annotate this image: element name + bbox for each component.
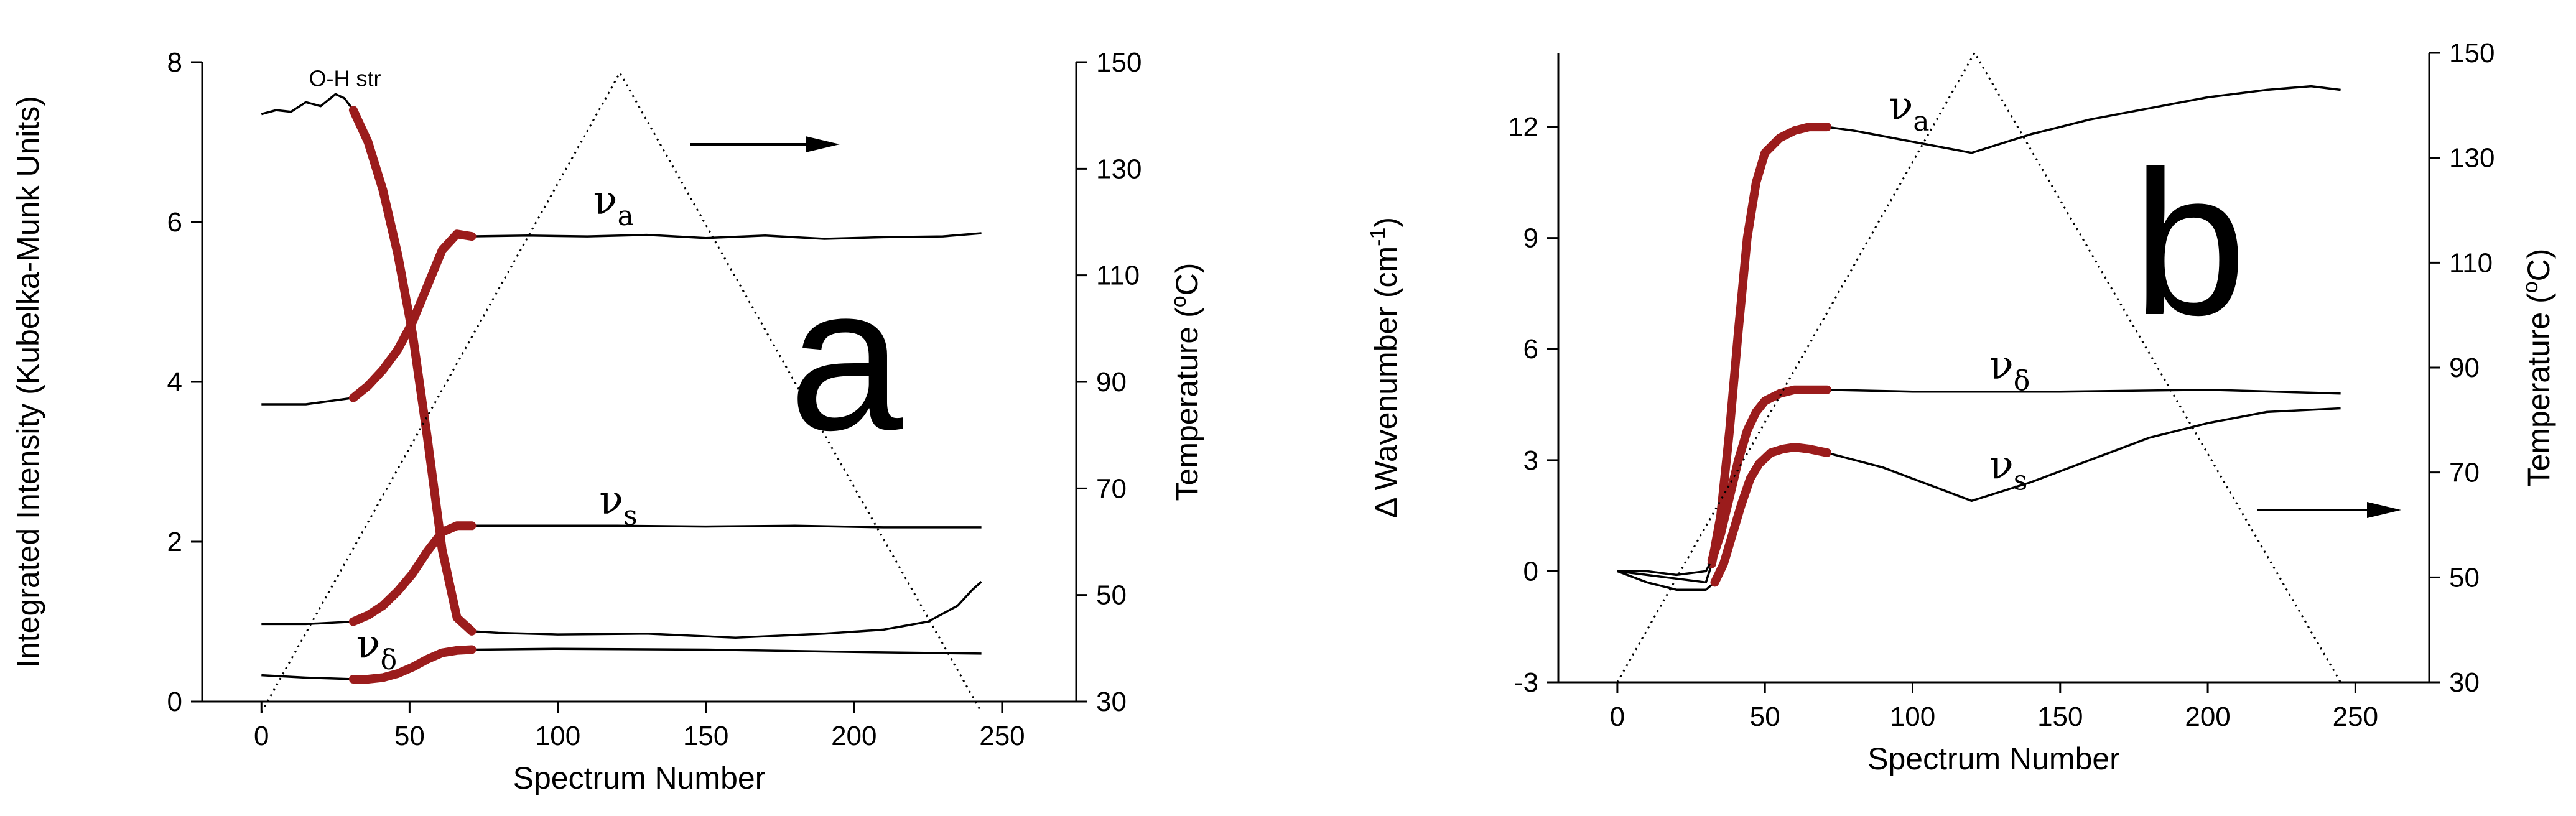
y-tick-label: 12 xyxy=(1508,112,1538,142)
annotation-nu-subscript: a xyxy=(1913,106,1929,137)
x-tick-label: 0 xyxy=(1610,702,1625,732)
y-axis-title-text: Δ Wavenumber (cm xyxy=(1369,246,1403,518)
x-tick-label: 50 xyxy=(394,721,425,751)
y2-axis-title-text: Temperature ( xyxy=(1169,307,1204,501)
x-tick-label: 150 xyxy=(2037,702,2083,732)
y-axis-title: Δ Wavenumber (cm-1) xyxy=(1366,217,1403,518)
y2-tick-label: 150 xyxy=(2449,38,2495,68)
y2-axis-title-text: Temperature ( xyxy=(2521,293,2556,487)
y2-tick-label: 90 xyxy=(1096,367,1127,397)
y2-axis-title-sup: o xyxy=(2519,281,2542,293)
panel-b: 0 50 100 150 200 250 -3 0 3 6 9 12 30 50 70 90 110 130 150… xyxy=(1366,38,2556,776)
temperature-dotted-line xyxy=(260,71,982,713)
y2-tick-label: 110 xyxy=(2449,248,2493,278)
y-tick-label: 6 xyxy=(167,207,182,238)
series-line---heating-segment xyxy=(1707,385,1831,565)
y-axis-title-sup: -1 xyxy=(1366,228,1390,246)
y2-axis-title: Temperature (oC) xyxy=(2519,249,2556,487)
y2-tick-label: 130 xyxy=(1096,154,1142,184)
series-line--a-heating-segment xyxy=(1707,123,1831,568)
x-axis-title: Spectrum Number xyxy=(1867,741,2120,776)
x-tick-label: 200 xyxy=(831,721,876,751)
series-line--s-heating-segment xyxy=(1710,443,1831,587)
annotation-label: O-H str xyxy=(309,66,381,91)
x-tick-label: 250 xyxy=(979,721,1025,751)
y-axis-title: Integrated Intensity (Kubelka-Munk Units… xyxy=(11,96,45,668)
panel-label: b xyxy=(2132,128,2247,358)
y2-tick-label: 30 xyxy=(1096,687,1127,717)
panel-a: 0 50 100 150 200 250 0 2 4 6 8 30 50 70 90 110 130 150 Spe… xyxy=(11,47,1204,795)
y2-tick-label: 150 xyxy=(1096,47,1142,78)
y2-tick-label: 130 xyxy=(2449,143,2495,174)
series-line-o-h-str-heating-segment xyxy=(348,106,477,636)
x-tick-label: 250 xyxy=(2333,702,2378,732)
y2-axis-title-text-end: C) xyxy=(2521,249,2556,282)
x-axis-title: Spectrum Number xyxy=(513,761,766,795)
y-tick-label: 0 xyxy=(167,687,182,717)
y-tick-label: 4 xyxy=(167,367,182,397)
annotation-nu-symbol: ν xyxy=(599,478,623,524)
y-tick-label: 0 xyxy=(1523,556,1538,586)
annotation-nu-subscript: s xyxy=(2014,465,2028,497)
annotation-nu-label: νa xyxy=(1889,83,1930,137)
annotation-nu-symbol: ν xyxy=(1989,343,2014,389)
y2-tick-label: 70 xyxy=(2449,458,2480,488)
annotation-nu-label: νs xyxy=(599,478,638,532)
series-line--s-heating-segment xyxy=(348,521,477,626)
annotation-nu-subscript: δ xyxy=(2014,365,2030,397)
annotation-nu-subscript: δ xyxy=(381,644,398,675)
x-tick-label: 50 xyxy=(1750,702,1780,732)
annotation-nu-symbol: ν xyxy=(356,621,381,667)
annotation-nu-label: νa xyxy=(593,178,634,232)
y2-tick-label: 50 xyxy=(2449,562,2480,593)
y-tick-label: 2 xyxy=(167,527,182,557)
y2-axis-title: Temperature (oC) xyxy=(1167,263,1204,501)
annotation-nu-subscript: s xyxy=(623,500,638,532)
y2-tick-label: 90 xyxy=(2449,353,2480,383)
x-tick-label: 200 xyxy=(2185,702,2230,732)
series-line--a-heating-segment xyxy=(348,230,477,402)
y-tick-label: 8 xyxy=(167,47,182,78)
x-tick-label: 0 xyxy=(254,721,269,751)
arrow-right-icon xyxy=(806,136,840,152)
annotation-nu-label: νδ xyxy=(1989,343,2030,397)
y2-tick-label: 30 xyxy=(2449,667,2480,698)
y-tick-label: 6 xyxy=(1523,334,1538,364)
panel-label: a xyxy=(789,243,904,473)
y2-tick-label: 110 xyxy=(1096,261,1140,291)
y-tick-label: 9 xyxy=(1523,223,1538,254)
series-line---heating-segment xyxy=(348,645,477,684)
annotation-nu-subscript: a xyxy=(618,200,634,232)
y2-axis-title-text-end: C) xyxy=(1169,263,1204,296)
annotation-nu-label: νδ xyxy=(356,621,397,675)
x-tick-label: 150 xyxy=(683,721,728,751)
annotation-nu-symbol: ν xyxy=(1989,443,2014,489)
x-tick-label: 100 xyxy=(535,721,580,751)
annotation-nu-symbol: ν xyxy=(1889,83,1913,129)
annotation-nu-label: νs xyxy=(1989,443,2028,497)
y-tick-label: 3 xyxy=(1523,445,1538,476)
arrow-right-icon xyxy=(2367,502,2401,518)
y-tick-label: -3 xyxy=(1514,667,1538,698)
y2-tick-label: 70 xyxy=(1096,473,1127,504)
x-tick-label: 100 xyxy=(1890,702,1935,732)
y2-tick-label: 50 xyxy=(1096,580,1127,611)
annotation-nu-symbol: ν xyxy=(593,178,618,224)
y-axis-title-text-end: ) xyxy=(1369,217,1403,228)
y2-axis-title-sup: o xyxy=(1167,295,1191,307)
